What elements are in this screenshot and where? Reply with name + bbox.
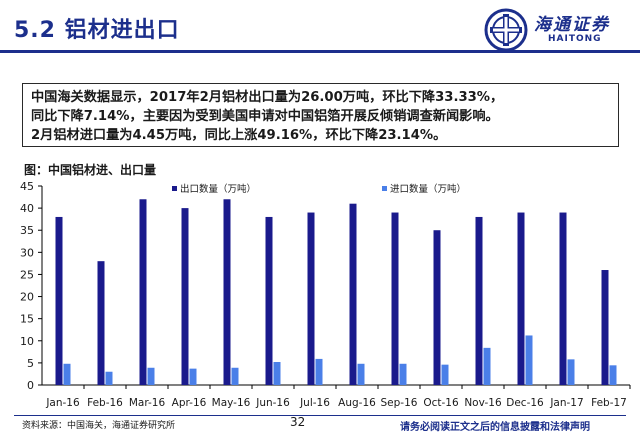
x-tick-label: Nov-16 (464, 397, 502, 409)
haitong-emblem-icon (484, 8, 528, 52)
footer-rule (14, 415, 626, 416)
x-tick-label: Oct-16 (423, 397, 459, 409)
import-bar (483, 347, 491, 385)
aluminum-trade-chart: 0 5 10 15 20 25 30 35 40 45 Jan-16 Feb-16 Mar-16 Apr-… (20, 180, 631, 409)
x-tick-label: Feb-17 (591, 397, 627, 409)
x-tick-label: Mar-16 (129, 397, 166, 409)
y-tick-label: 30 (20, 246, 34, 259)
x-tick-label: Dec-16 (506, 397, 544, 409)
summary-box: 中国海关数据显示，2017年2月铝材出口量为26.00万吨，环比下降33.33%… (22, 83, 619, 147)
x-tick-label: Jul-16 (299, 397, 330, 409)
haitong-logo: 海通证券 HAITONG (484, 8, 634, 52)
export-bar (517, 212, 525, 385)
x-tick-label: Feb-16 (87, 397, 123, 409)
x-tick-label: Sep-16 (381, 397, 418, 409)
legend-swatch (172, 186, 177, 191)
export-bar (391, 212, 399, 385)
export-bar (433, 230, 441, 385)
export-bar (349, 203, 357, 385)
import-bar (315, 358, 323, 385)
y-tick-label: 10 (20, 335, 34, 348)
y-tick-label: 15 (20, 313, 34, 326)
x-tick-label: Jun-16 (255, 397, 290, 409)
page-number: 32 (290, 415, 306, 429)
import-bar (231, 367, 239, 385)
x-tick-label: Apr-16 (172, 397, 207, 409)
legend-swatch (382, 186, 387, 191)
y-tick-label: 20 (20, 291, 34, 304)
slide-title: 5.2 铝材进出口 (14, 18, 180, 43)
x-tick-label: Aug-16 (338, 397, 376, 409)
import-bar (441, 364, 449, 385)
export-bar (55, 216, 63, 385)
export-bar (475, 216, 483, 385)
chart-title: 图：中国铝材进、出口量 (24, 163, 157, 177)
import-bar (357, 363, 365, 385)
import-bar (567, 359, 575, 385)
x-tick-label: May-16 (212, 397, 251, 409)
import-bar (399, 363, 407, 385)
import-bar (609, 365, 617, 385)
import-bar (525, 335, 533, 385)
x-tick-label: Jan-16 (45, 397, 80, 409)
export-bar (181, 208, 189, 385)
header-rule (0, 50, 640, 53)
legend-label: 出口数量（万吨） (180, 183, 256, 195)
y-tick-label: 40 (20, 202, 34, 215)
import-bar (63, 363, 71, 385)
y-tick-label: 25 (20, 268, 34, 281)
y-tick-label: 5 (27, 357, 34, 370)
export-bar (601, 270, 609, 385)
export-bar (307, 212, 315, 385)
logo-english-text: HAITONG (548, 34, 602, 44)
export-bar (223, 199, 231, 385)
import-bar (273, 362, 281, 385)
y-tick-label: 35 (20, 224, 34, 237)
legend-label: 进口数量（万吨） (390, 183, 466, 195)
export-bar (265, 216, 273, 385)
disclaimer-text: 请务必阅读正文之后的信息披露和法律声明 (400, 422, 590, 433)
export-bar (97, 261, 105, 385)
logo-chinese-text: 海通证券 (534, 15, 610, 35)
export-bar (559, 212, 567, 385)
x-tick-label: Jan-17 (549, 397, 583, 409)
import-bar (189, 368, 197, 385)
export-bar (139, 199, 147, 385)
y-tick-label: 0 (27, 379, 34, 392)
source-note: 资料来源：中国海关，海通证券研究所 (22, 421, 176, 431)
import-bar (147, 367, 155, 385)
import-bar (105, 371, 113, 385)
y-tick-label: 45 (20, 180, 34, 193)
